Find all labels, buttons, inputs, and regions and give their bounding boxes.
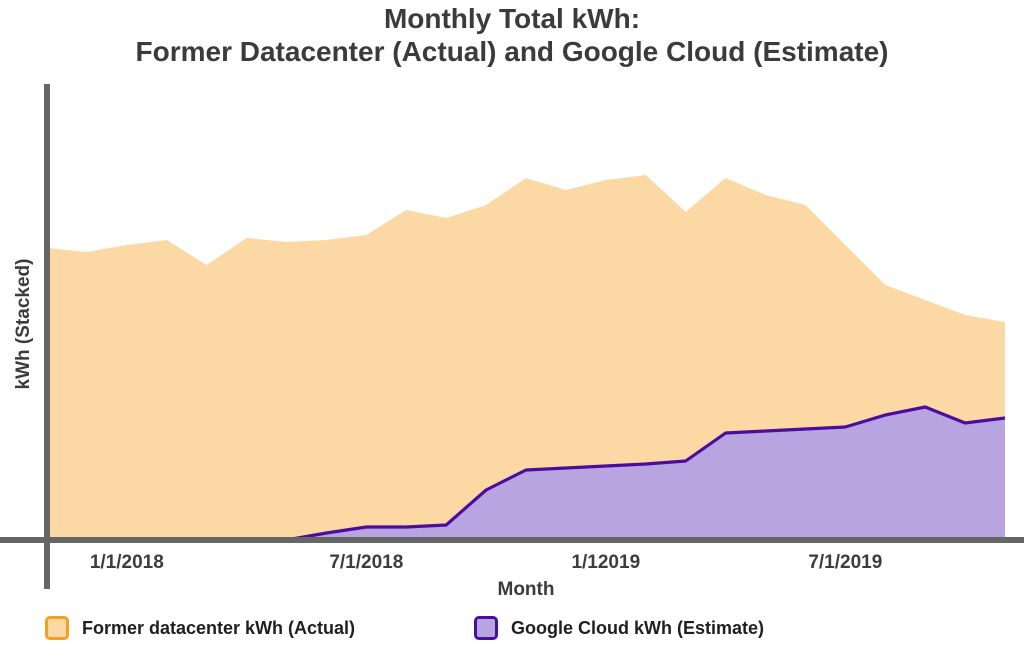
x-tick-label: 7/1/2018 (329, 552, 403, 573)
legend-label-google-cloud: Google Cloud kWh (Estimate) (511, 617, 765, 638)
google-cloud-area (47, 407, 1005, 540)
chart-title-line2: Former Datacenter (Actual) and Google Cl… (135, 36, 889, 67)
x-tick-label: 1/1/2018 (90, 552, 164, 573)
x-tick-label: 1/12019 (571, 552, 640, 573)
chart-title-line1: Monthly Total kWh: (383, 3, 641, 34)
y-axis-label: kWh (Stacked) (13, 258, 34, 390)
chart-title: Monthly Total kWh: Former Datacenter (Ac… (0, 2, 1024, 68)
legend-swatch-google-cloud-icon (474, 616, 498, 640)
legend-swatch-former-datacenter-icon (45, 616, 69, 640)
x-tick-label: 7/1/2019 (808, 552, 882, 573)
legend-item-former-datacenter: Former datacenter kWh (Actual) (45, 616, 355, 640)
legend-item-google-cloud: Google Cloud kWh (Estimate) (474, 616, 764, 640)
x-axis-label: Month (497, 579, 555, 600)
legend-label-former-datacenter: Former datacenter kWh (Actual) (82, 617, 356, 638)
